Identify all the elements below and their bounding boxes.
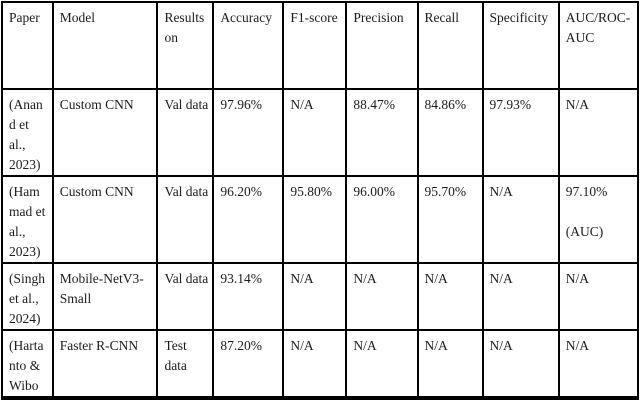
cell-auc: N/A [557,329,640,399]
cell-precision: 96.00% [345,175,419,264]
table-row-anand-2023: (Anan d et al., 2023) Custom CNN Val dat… [1,88,640,177]
cell-accuracy: 97.96% [212,88,285,177]
cell-paper: (Singh et al., 2024) [1,262,54,331]
table-row-hammad-2023: (Ham mad et al., 2023) Custom CNN Val da… [1,175,640,264]
table-row-hartanto: (Harta nto & Wibo Faster R-CNN Test data… [1,329,640,399]
header-cell-results-on: Results on [156,1,215,90]
cell-results-on: Val data [156,262,215,331]
cell-paper: (Anan d et al., 2023) [1,88,54,177]
cell-accuracy: 87.20% [212,329,285,399]
cell-model: Custom CNN [51,88,159,177]
cell-auc: N/A [557,88,640,177]
cell-paper: (Ham mad et al., 2023) [1,175,54,264]
cell-results-on: Val data [156,175,215,264]
cell-recall: N/A [416,329,484,399]
cell-recall: 95.70% [416,175,484,264]
header-cell-recall: Recall [416,1,484,90]
header-cell-paper: Paper [1,1,54,90]
header-row: Paper Model Results on Accuracy F1-score… [1,1,640,90]
table-row-singh-2024: (Singh et al., 2024) Mobile-NetV3- Small… [1,262,640,331]
header-cell-specificity: Specificity [481,1,560,90]
cell-model: Mobile-NetV3- Small [51,262,159,331]
header-cell-auc-roc-auc: AUC/ROC- AUC [557,1,640,90]
cell-recall: N/A [416,262,484,331]
cell-accuracy: 96.20% [212,175,285,264]
cell-model: Custom CNN [51,175,159,264]
cell-model: Faster R-CNN [51,329,159,399]
cell-f1-score: 95.80% [282,175,348,264]
cell-recall: 84.86% [416,88,484,177]
cell-auc: 97.10% (AUC) [557,175,640,264]
cell-results-on: Val data [156,88,215,177]
cell-precision: N/A [345,329,419,399]
table-body: (Anan d et al., 2023) Custom CNN Val dat… [1,88,640,399]
cell-specificity: N/A [481,262,560,331]
cell-accuracy: 93.14% [212,262,285,331]
cell-auc: N/A [557,262,640,331]
table-header: Paper Model Results on Accuracy F1-score… [1,1,640,90]
header-cell-f1-score: F1-score [282,1,348,90]
cell-results-on: Test data [156,329,215,399]
cell-f1-score: N/A [282,262,348,331]
cell-precision: N/A [345,262,419,331]
header-cell-accuracy: Accuracy [212,1,285,90]
cell-f1-score: N/A [282,88,348,177]
cell-specificity: 97.93% [481,88,560,177]
cell-f1-score: N/A [282,329,348,399]
cell-precision: 88.47% [345,88,419,177]
cell-paper: (Harta nto & Wibo [1,329,54,399]
header-cell-model: Model [51,1,159,90]
header-cell-precision: Precision [345,1,419,90]
cell-specificity: N/A [481,175,560,264]
cell-specificity: N/A [481,329,560,399]
